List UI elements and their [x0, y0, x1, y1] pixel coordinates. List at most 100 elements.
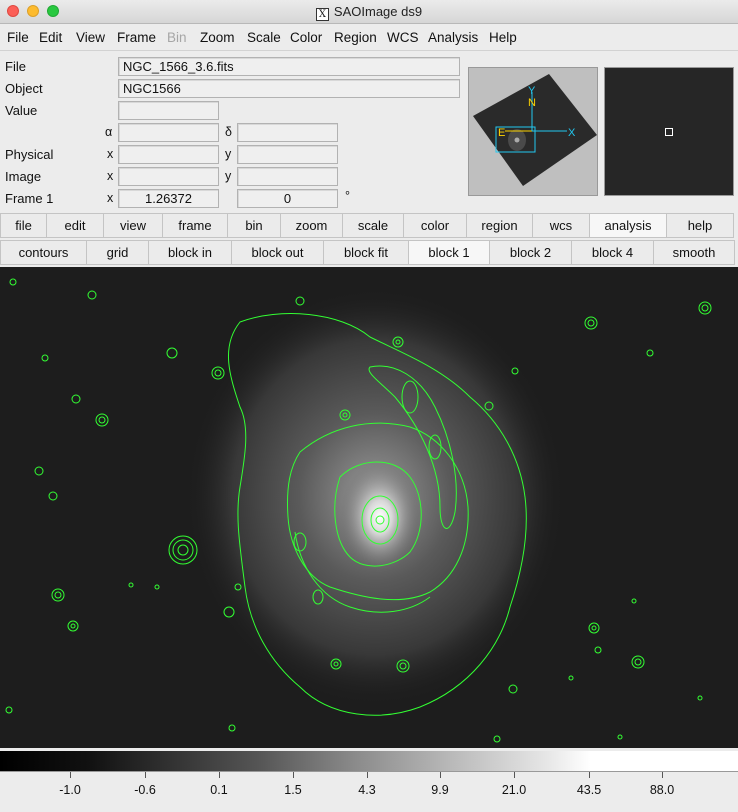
button-color[interactable]: color	[403, 213, 467, 238]
physical-x-label: x	[107, 147, 114, 161]
close-window-button[interactable]	[7, 5, 19, 17]
button-zoom[interactable]: zoom	[280, 213, 343, 238]
colorbar-tick-label: 88.0	[649, 783, 675, 797]
button-frame[interactable]: frame	[162, 213, 228, 238]
button-region[interactable]: region	[466, 213, 533, 238]
button-analysis[interactable]: analysis	[589, 213, 667, 238]
outer-contour	[227, 313, 527, 716]
menu-wcs[interactable]: WCS	[387, 30, 419, 45]
hii-region-4	[312, 589, 324, 605]
panner-view-box[interactable]	[495, 126, 536, 153]
colorbar-tick-label: 43.5	[576, 783, 602, 797]
menu-edit[interactable]: Edit	[39, 30, 63, 45]
magnifier-cursor	[665, 128, 673, 136]
bulge-contour	[334, 461, 422, 567]
delta-label: δ	[225, 125, 232, 139]
button-block-fit[interactable]: block fit	[323, 240, 409, 265]
file-label: File	[5, 59, 26, 74]
colorbar-tick-label: -0.6	[134, 783, 156, 797]
colorbar-tick-label: 21.0	[501, 783, 527, 797]
hii-region-2	[428, 434, 442, 460]
colorbar-tick-label: 0.1	[210, 783, 228, 797]
core-contour-3	[375, 515, 385, 525]
menu-bin: Bin	[167, 30, 187, 45]
button-smooth[interactable]: smooth	[653, 240, 735, 265]
zoom-window-button[interactable]	[47, 5, 59, 17]
hii-region-3	[293, 532, 307, 552]
panner-thumbnail: N E X Y	[473, 74, 597, 186]
inner-contour	[287, 422, 469, 601]
galaxy-image	[5, 278, 712, 743]
object-label: Object	[5, 81, 43, 96]
menu-frame[interactable]: Frame	[117, 30, 157, 45]
core-contour-2	[370, 507, 390, 533]
alpha-label: α	[105, 125, 113, 139]
physical-y-field[interactable]	[237, 145, 338, 164]
file-field[interactable]: NGC_1566_3.6.fits	[118, 57, 460, 76]
menu-file[interactable]: File	[7, 30, 29, 45]
physical-y-label: y	[225, 147, 232, 161]
button-file[interactable]: file	[0, 213, 47, 238]
menu-color[interactable]: Color	[290, 30, 323, 45]
image-label: Image	[5, 169, 42, 184]
angle-field[interactable]: 0	[237, 189, 338, 208]
north-label: N	[528, 97, 536, 109]
menu-bar: File Edit View Frame Bin Zoom Scale Colo…	[0, 25, 738, 51]
magnifier	[604, 67, 734, 196]
value-label: Value	[5, 103, 38, 118]
button-block-2[interactable]: block 2	[489, 240, 572, 265]
menu-view[interactable]: View	[76, 30, 106, 45]
y-axis-label: Y	[528, 85, 536, 97]
east-label: E	[498, 127, 505, 139]
image-y-field[interactable]	[237, 167, 338, 186]
button-block-out[interactable]: block out	[231, 240, 324, 265]
menu-analysis[interactable]: Analysis	[428, 30, 479, 45]
x11-icon: X	[315, 8, 329, 21]
menu-region[interactable]: Region	[334, 30, 377, 45]
button-wcs[interactable]: wcs	[532, 213, 590, 238]
button-grid[interactable]: grid	[86, 240, 149, 265]
menu-scale[interactable]: Scale	[247, 30, 281, 45]
hii-region-1	[401, 380, 419, 414]
image-x-field[interactable]	[118, 167, 219, 186]
degree-symbol: °	[345, 189, 350, 203]
frame-label: Frame 1	[5, 191, 54, 206]
colorbar-tick-label: 1.5	[284, 783, 302, 797]
minimize-window-button[interactable]	[27, 5, 39, 17]
wcs-alpha-field[interactable]	[118, 123, 219, 142]
title-bar: X SAOImage ds9	[0, 0, 738, 24]
frame-x-label: x	[107, 191, 114, 205]
spiral-arm-north	[368, 365, 457, 529]
x-axis-label: X	[568, 127, 576, 139]
image-x-label: x	[107, 169, 114, 183]
wcs-delta-field[interactable]	[237, 123, 338, 142]
menu-zoom[interactable]: Zoom	[200, 30, 235, 45]
menu-help[interactable]: Help	[489, 30, 517, 45]
zoom-field[interactable]: 1.26372	[118, 189, 219, 208]
button-bin[interactable]: bin	[227, 213, 281, 238]
button-edit[interactable]: edit	[46, 213, 104, 238]
value-field[interactable]	[118, 101, 219, 120]
button-scale[interactable]: scale	[342, 213, 404, 238]
sub-button-bar: contours grid block in block out block f…	[0, 240, 738, 267]
spiral-arm-south	[294, 531, 431, 613]
object-field[interactable]: NGC1566	[118, 79, 460, 98]
button-block-in[interactable]: block in	[148, 240, 232, 265]
core-contour-1	[361, 495, 399, 545]
button-block-1[interactable]: block 1	[408, 240, 490, 265]
physical-x-field[interactable]	[118, 145, 219, 164]
image-frame[interactable]	[0, 267, 738, 748]
star-contours	[5, 278, 712, 743]
panner[interactable]: N E X Y	[468, 67, 598, 196]
button-contours[interactable]: contours	[0, 240, 87, 265]
button-block-4[interactable]: block 4	[571, 240, 654, 265]
colorbar-tick-label: -1.0	[59, 783, 81, 797]
button-view[interactable]: view	[103, 213, 163, 238]
window-title: SAOImage ds9	[333, 4, 423, 19]
contour-layer	[227, 313, 527, 716]
colorbar[interactable]	[0, 751, 738, 772]
galaxy-core	[340, 462, 420, 572]
image-y-label: y	[225, 169, 232, 183]
button-help[interactable]: help	[666, 213, 734, 238]
colorbar-tick-label: 4.3	[358, 783, 376, 797]
